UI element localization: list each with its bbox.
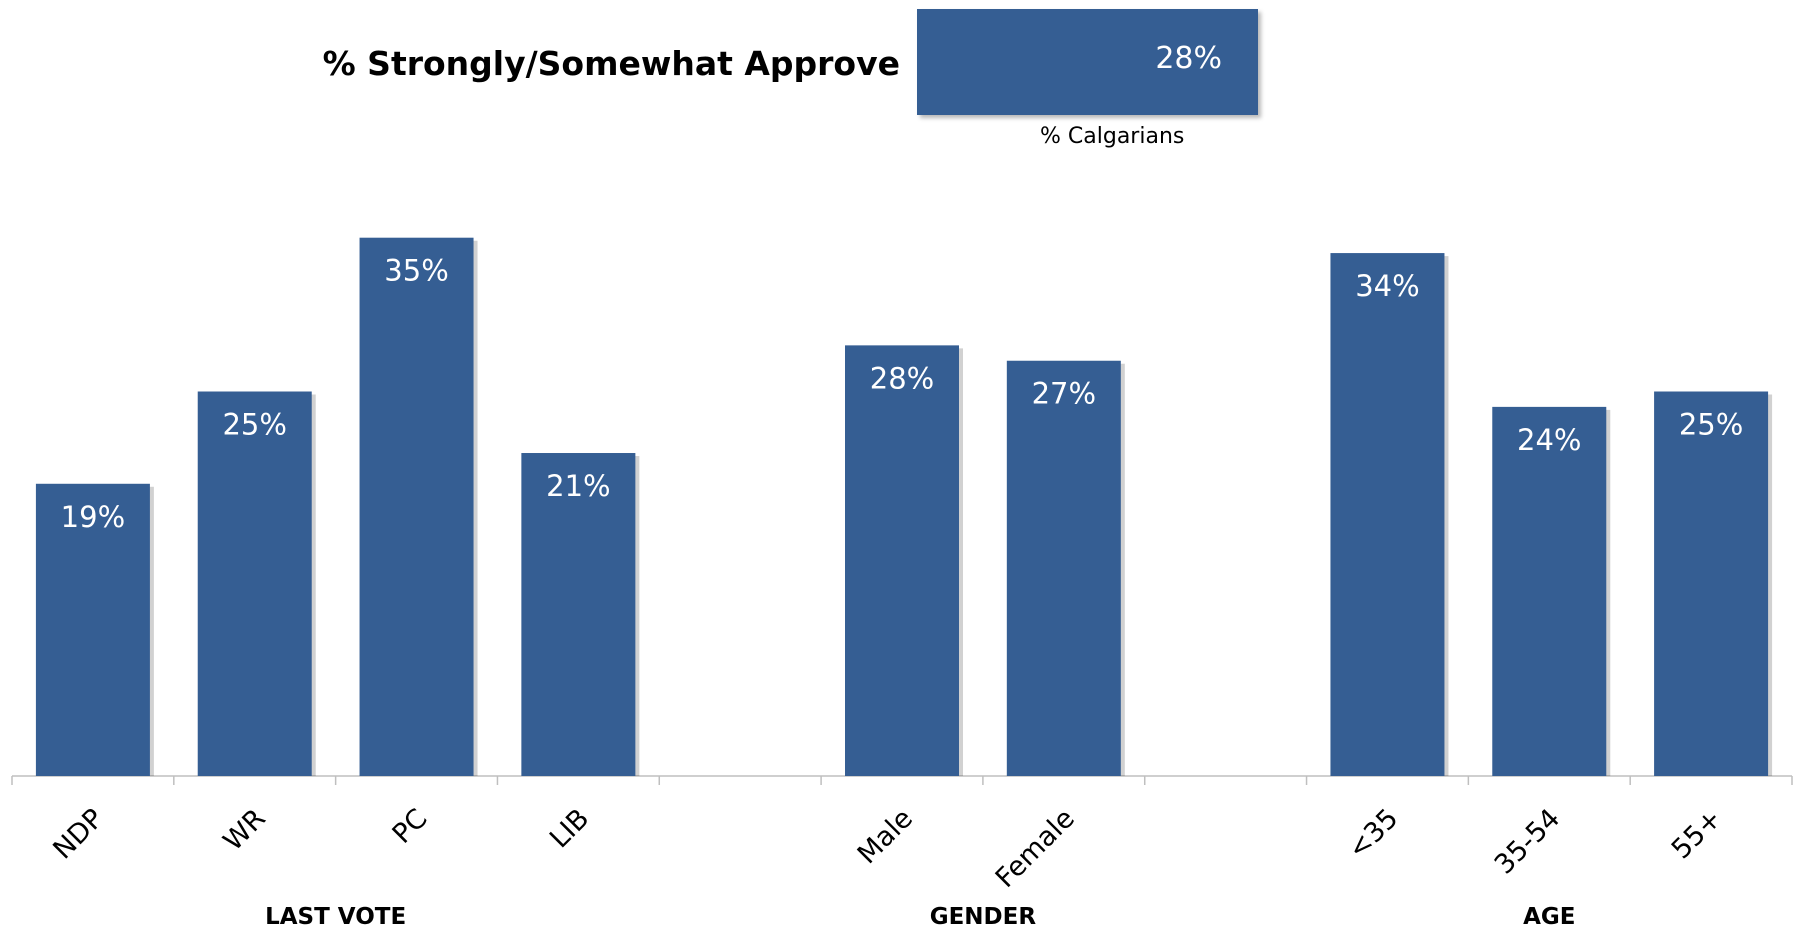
group-label-gender: GENDER (930, 904, 1037, 929)
bar-lib (521, 453, 636, 776)
bar-55 (1654, 391, 1769, 776)
x-tick-label-35: <35 (1342, 803, 1404, 865)
value-label-male: 28% (870, 361, 934, 395)
bar-pc (359, 237, 474, 776)
summary-value-label: 28% (1155, 41, 1222, 76)
bar-35-54 (1492, 406, 1607, 776)
value-label-55: 25% (1679, 408, 1743, 442)
x-tick-label-pc: PC (387, 803, 434, 850)
x-tick-label-35-54: 35-54 (1489, 803, 1566, 880)
value-label-female: 27% (1032, 377, 1096, 411)
summary-bar: 28% (917, 9, 1258, 115)
bar-female (1006, 360, 1121, 776)
x-tick-label-55: 55+ (1666, 803, 1728, 865)
x-tick-label-male: Male (852, 803, 919, 870)
x-tick-label-female: Female (990, 803, 1081, 894)
value-labels: 19% 25% 35% 21% 28% 27% 34% 24% 25% (61, 254, 1744, 534)
value-label-lib: 21% (546, 469, 610, 503)
value-label-wr: 25% (222, 408, 286, 442)
x-axis-ticks (11, 776, 1793, 785)
summary-title: % Strongly/Somewhat Approve (322, 44, 900, 83)
value-label-35-54: 24% (1517, 423, 1581, 457)
bars (35, 237, 1773, 777)
x-tick-label-ndp: NDP (47, 803, 109, 865)
bar-ndp (35, 483, 150, 776)
group-label-last-vote: LAST VOTE (265, 904, 406, 929)
x-tick-labels: NDP WR PC LIB Male Female <35 35-54 55+ (47, 803, 1728, 894)
summary-category-label: % Calgarians (1040, 124, 1185, 149)
x-tick-label-lib: LIB (544, 803, 595, 854)
value-label-pc: 35% (384, 254, 448, 288)
bar-35 (1330, 253, 1445, 776)
group-labels: LAST VOTE GENDER AGE (265, 904, 1575, 929)
value-label-ndp: 19% (61, 500, 125, 534)
value-label-35: 34% (1355, 269, 1419, 303)
bar-wr (197, 391, 312, 776)
group-label-age: AGE (1523, 904, 1575, 929)
bar-male (845, 345, 959, 776)
x-tick-label-wr: WR (218, 803, 272, 857)
